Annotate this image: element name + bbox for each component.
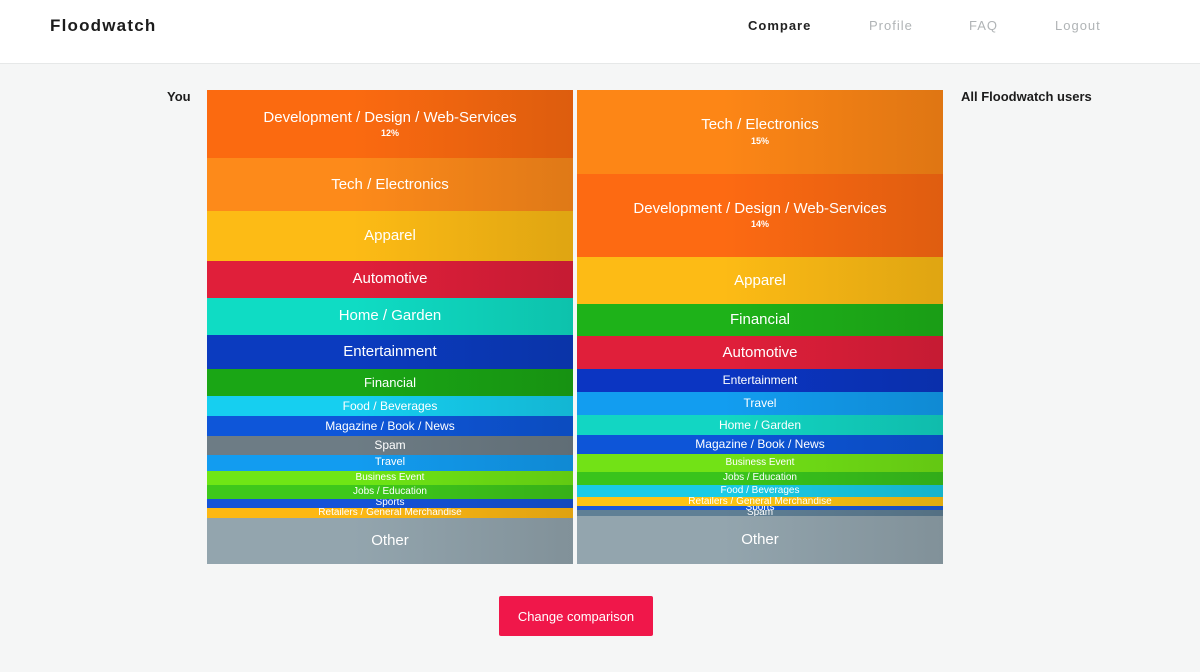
you-bar-segment-home-garden[interactable]: Home / Garden: [207, 297, 573, 335]
you-bar-segment-sports[interactable]: Sports: [207, 498, 573, 509]
you-segment-label: Magazine / Book / News: [325, 418, 455, 433]
all-users-segment-label: Travel: [743, 396, 777, 411]
change-comparison-button[interactable]: Change comparison: [499, 596, 653, 636]
all-users-bar-segment-other[interactable]: Other: [577, 516, 943, 564]
you-segment-label: Financial: [363, 374, 417, 390]
nav-logout[interactable]: Logout: [1055, 18, 1101, 33]
all-users-segment-label: Development / Design / Web-Services: [633, 199, 887, 217]
all-users-bar-segment-entertainment[interactable]: Entertainment: [577, 368, 943, 392]
you-segment-label: Entertainment: [343, 342, 437, 360]
all-users-segment-label: Business Event: [725, 456, 795, 468]
you-bar-segment-apparel[interactable]: Apparel: [207, 211, 573, 261]
you-bar-segment-automotive[interactable]: Automotive: [207, 260, 573, 298]
you-segment-label: Business Event: [355, 471, 425, 483]
all-users-bar-segment-food-beverages[interactable]: Food / Beverages: [577, 485, 943, 498]
all-users-segment-label: Sports: [746, 506, 775, 510]
you-segment-label: Travel: [374, 456, 406, 469]
you-segment-label: Retailers / General Merchandise: [318, 508, 462, 519]
you-bar-segment-development-design-web-services[interactable]: Development / Design / Web-Services 12%: [207, 90, 573, 159]
you-label: You: [167, 89, 191, 104]
all-users-label: All Floodwatch users: [961, 89, 1092, 104]
you-segment-label: Development / Design / Web-Services: [263, 108, 517, 126]
app-logo[interactable]: Floodwatch: [50, 16, 157, 35]
all-users-bar-segment-tech-electronics[interactable]: Tech / Electronics 15%: [577, 90, 943, 174]
you-segment-label: Sports: [375, 498, 405, 509]
top-header: Floodwatch Compare Profile FAQ Logout: [0, 0, 1200, 64]
you-bar-segment-tech-electronics[interactable]: Tech / Electronics: [207, 158, 573, 212]
all-users-segment-label: Other: [741, 531, 779, 549]
all-users-stacked-bar: Tech / Electronics 15% Development / Desig…: [577, 90, 943, 564]
all-users-bar-segment-financial[interactable]: Financial: [577, 304, 943, 337]
you-bar-segment-jobs-education[interactable]: Jobs / Education: [207, 485, 573, 499]
you-segment-label: Tech / Electronics: [331, 175, 449, 193]
all-users-bar-segment-spam[interactable]: Spam: [577, 510, 943, 517]
you-bar-segment-business-event[interactable]: Business Event: [207, 471, 573, 486]
you-bar-segment-magazine-book-news[interactable]: Magazine / Book / News: [207, 416, 573, 437]
you-bar-segment-spam[interactable]: Spam: [207, 436, 573, 455]
you-segment-label: Spam: [374, 438, 406, 453]
all-users-segment-label: Apparel: [734, 271, 786, 289]
all-users-segment-label: Automotive: [722, 343, 798, 361]
you-segment-label: Apparel: [364, 227, 416, 245]
all-users-segment-label: Home / Garden: [718, 417, 802, 432]
nav-compare[interactable]: Compare: [748, 18, 812, 33]
all-users-bar-segment-automotive[interactable]: Automotive: [577, 336, 943, 369]
you-segment-label: Other: [371, 532, 409, 550]
you-segment-label: Jobs / Education: [353, 485, 427, 497]
you-segment-label: Home / Garden: [338, 307, 442, 325]
you-bar-segment-food-beverages[interactable]: Food / Beverages: [207, 396, 573, 417]
all-users-segment-label: Retailers / General Merchandise: [688, 497, 832, 507]
you-bar-segment-entertainment[interactable]: Entertainment: [207, 334, 573, 369]
all-users-segment-label: Tech / Electronics: [701, 116, 819, 134]
you-segment-percent: 12%: [380, 128, 399, 139]
all-users-segment-label: Financial: [729, 311, 791, 329]
all-users-bar-segment-development-design-web-services[interactable]: Development / Design / Web-Services 14%: [577, 173, 943, 257]
all-users-bar-segment-travel[interactable]: Travel: [577, 391, 943, 415]
all-users-segment-percent: 14%: [750, 219, 769, 230]
all-users-bar-segment-magazine-book-news[interactable]: Magazine / Book / News: [577, 434, 943, 454]
you-bar-segment-financial[interactable]: Financial: [207, 368, 573, 397]
all-users-bar-segment-retailers-general-merchandise[interactable]: Retailers / General Merchandise: [577, 497, 943, 507]
all-users-segment-label: Spam: [746, 510, 774, 517]
all-users-bar-segment-apparel[interactable]: Apparel: [577, 256, 943, 305]
all-users-bar-segment-sports[interactable]: Sports: [577, 506, 943, 511]
all-users-segment-label: Food / Beverages: [720, 485, 800, 497]
you-segment-label: Food / Beverages: [342, 398, 438, 413]
all-users-segment-label: Entertainment: [722, 372, 798, 387]
all-users-bar-segment-home-garden[interactable]: Home / Garden: [577, 414, 943, 435]
nav-profile[interactable]: Profile: [869, 18, 913, 33]
you-stacked-bar: Development / Design / Web-Services 12% Te…: [207, 90, 573, 564]
all-users-segment-label: Magazine / Book / News: [695, 437, 825, 451]
you-bar-segment-retailers-general-merchandise[interactable]: Retailers / General Merchandise: [207, 508, 573, 519]
all-users-segment-percent: 15%: [750, 136, 769, 147]
all-users-segment-label: Jobs / Education: [723, 472, 797, 484]
nav-faq[interactable]: FAQ: [969, 18, 999, 33]
you-bar-segment-travel[interactable]: Travel: [207, 454, 573, 472]
all-users-bar-segment-jobs-education[interactable]: Jobs / Education: [577, 471, 943, 486]
all-users-bar-segment-business-event[interactable]: Business Event: [577, 453, 943, 472]
you-bar-segment-other[interactable]: Other: [207, 518, 573, 564]
you-segment-label: Automotive: [352, 270, 428, 288]
